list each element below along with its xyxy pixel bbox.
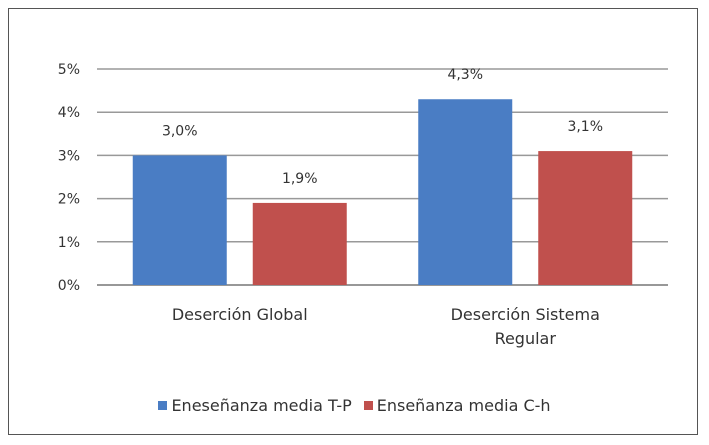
y-tick-label: 1% bbox=[58, 235, 80, 251]
x-tick-label: Deserción Global bbox=[171, 305, 308, 324]
legend-item: Enseñanza media C-h bbox=[363, 396, 551, 415]
y-tick-label: 4% bbox=[58, 105, 80, 121]
bar bbox=[132, 155, 227, 285]
legend-swatch bbox=[158, 401, 168, 410]
y-tick-label: 0% bbox=[58, 278, 80, 294]
legend-item: Eneseñanza media T-P bbox=[158, 396, 352, 415]
bar bbox=[538, 151, 633, 285]
y-tick-label: 2% bbox=[58, 192, 80, 208]
y-tick-label: 3% bbox=[58, 148, 80, 164]
value-label: 4,3% bbox=[447, 67, 483, 83]
value-label: 1,9% bbox=[282, 171, 318, 187]
chart-frame bbox=[8, 8, 698, 435]
legend-swatch bbox=[363, 401, 373, 410]
legend-label: Eneseñanza media T-P bbox=[171, 396, 352, 415]
bar bbox=[252, 202, 347, 285]
y-tick-label: 5% bbox=[58, 62, 80, 78]
value-label: 3,1% bbox=[567, 119, 603, 135]
bar bbox=[418, 99, 513, 286]
x-tick-label: Deserción Sistema Regular bbox=[450, 305, 600, 348]
legend: Eneseñanza media T-P Enseñanza media C-h bbox=[0, 396, 709, 415]
legend-label: Enseñanza media C-h bbox=[376, 396, 551, 415]
value-label: 3,0% bbox=[162, 123, 198, 139]
